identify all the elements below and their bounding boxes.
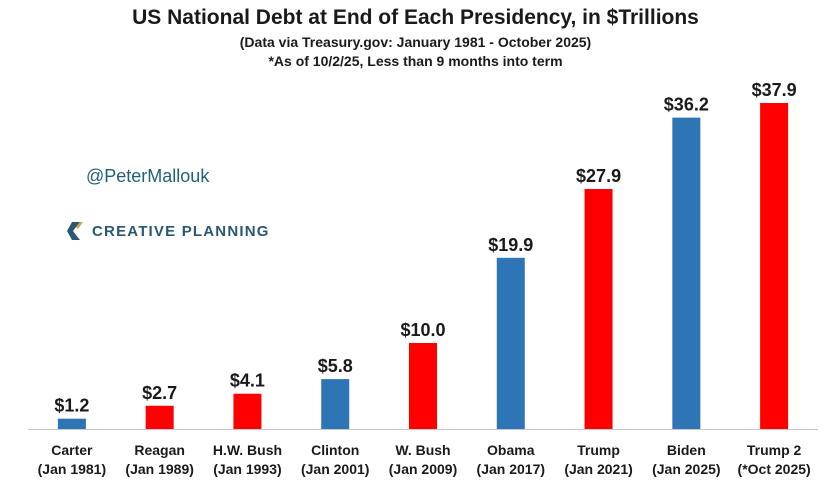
tick-label-trump-2: Trump 2	[747, 442, 802, 458]
tick-date-biden: (Jan 2025)	[652, 461, 720, 477]
author-handle: @PeterMallouk	[86, 166, 210, 186]
tick-date-clinton: (Jan 2001)	[301, 461, 369, 477]
chart-subtitle-note: *As of 10/2/25, Less than 9 months into …	[268, 53, 563, 69]
logo-text: CREATIVE PLANNING	[92, 222, 270, 240]
creative-planning-logo: CREATIVE PLANNING	[64, 218, 270, 244]
data-label-h-w-bush: $4.1	[230, 371, 265, 391]
bar-carter	[57, 418, 86, 429]
bar-reagan	[145, 405, 174, 429]
tick-label-w-bush: W. Bush	[395, 442, 450, 458]
tick-date-trump-2: (*Oct 2025)	[738, 461, 811, 477]
tick-label-carter: Carter	[51, 442, 93, 458]
tick-date-trump: (Jan 2021)	[564, 461, 632, 477]
data-label-obama: $19.9	[488, 235, 533, 255]
tick-label-biden: Biden	[667, 442, 706, 458]
tick-date-h-w-bush: (Jan 1993)	[213, 461, 281, 477]
logo-mark-icon	[67, 222, 83, 240]
data-label-carter: $1.2	[54, 396, 89, 416]
tick-date-w-bush: (Jan 2009)	[389, 461, 457, 477]
tick-label-trump: Trump	[577, 442, 620, 458]
tick-label-h-w-bush: H.W. Bush	[213, 442, 282, 458]
tick-date-reagan: (Jan 1989)	[125, 461, 193, 477]
bar-w-bush	[409, 342, 437, 429]
chart-subtitle-source: (Data via Treasury.gov: January 1981 - O…	[239, 34, 592, 50]
tick-label-clinton: Clinton	[311, 442, 359, 458]
bar-obama	[496, 257, 525, 429]
data-label-w-bush: $10.0	[400, 320, 445, 340]
bar-clinton	[321, 379, 350, 429]
data-label-trump-2: $37.9	[752, 80, 797, 100]
data-label-clinton: $5.8	[318, 356, 353, 376]
bar-h-w-bush	[233, 393, 262, 429]
chart-title: US National Debt at End of Each Presiden…	[132, 6, 699, 29]
data-label-biden: $36.2	[664, 95, 709, 115]
bar-trump-2	[760, 103, 789, 429]
data-label-trump: $27.9	[576, 166, 621, 186]
tick-label-obama: Obama	[487, 442, 535, 458]
tick-label-reagan: Reagan	[134, 442, 185, 458]
data-label-reagan: $2.7	[142, 383, 177, 403]
bar-biden	[672, 117, 701, 430]
bar-trump	[584, 189, 613, 429]
tick-date-obama: (Jan 2017)	[477, 461, 545, 477]
tick-date-carter: (Jan 1981)	[38, 461, 106, 477]
